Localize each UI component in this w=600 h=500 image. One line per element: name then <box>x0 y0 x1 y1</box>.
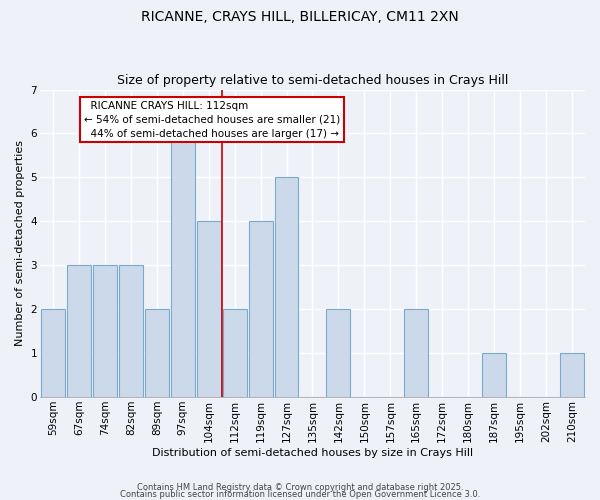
Text: Contains public sector information licensed under the Open Government Licence 3.: Contains public sector information licen… <box>120 490 480 499</box>
Text: RICANNE, CRAYS HILL, BILLERICAY, CM11 2XN: RICANNE, CRAYS HILL, BILLERICAY, CM11 2X… <box>141 10 459 24</box>
Bar <box>482 353 506 397</box>
Text: Contains HM Land Registry data © Crown copyright and database right 2025.: Contains HM Land Registry data © Crown c… <box>137 484 463 492</box>
Bar <box>560 353 584 397</box>
Bar <box>326 309 350 397</box>
Bar <box>119 266 143 397</box>
Text: RICANNE CRAYS HILL: 112sqm
← 54% of semi-detached houses are smaller (21)
  44% : RICANNE CRAYS HILL: 112sqm ← 54% of semi… <box>84 100 340 138</box>
Bar <box>404 309 428 397</box>
Bar <box>145 309 169 397</box>
Bar <box>41 309 65 397</box>
X-axis label: Distribution of semi-detached houses by size in Crays Hill: Distribution of semi-detached houses by … <box>152 448 473 458</box>
Bar <box>197 222 221 397</box>
Bar <box>171 134 194 397</box>
Bar <box>275 178 298 397</box>
Title: Size of property relative to semi-detached houses in Crays Hill: Size of property relative to semi-detach… <box>117 74 508 87</box>
Bar <box>67 266 91 397</box>
Bar <box>248 222 272 397</box>
Bar <box>223 309 247 397</box>
Y-axis label: Number of semi-detached properties: Number of semi-detached properties <box>15 140 25 346</box>
Bar <box>93 266 117 397</box>
